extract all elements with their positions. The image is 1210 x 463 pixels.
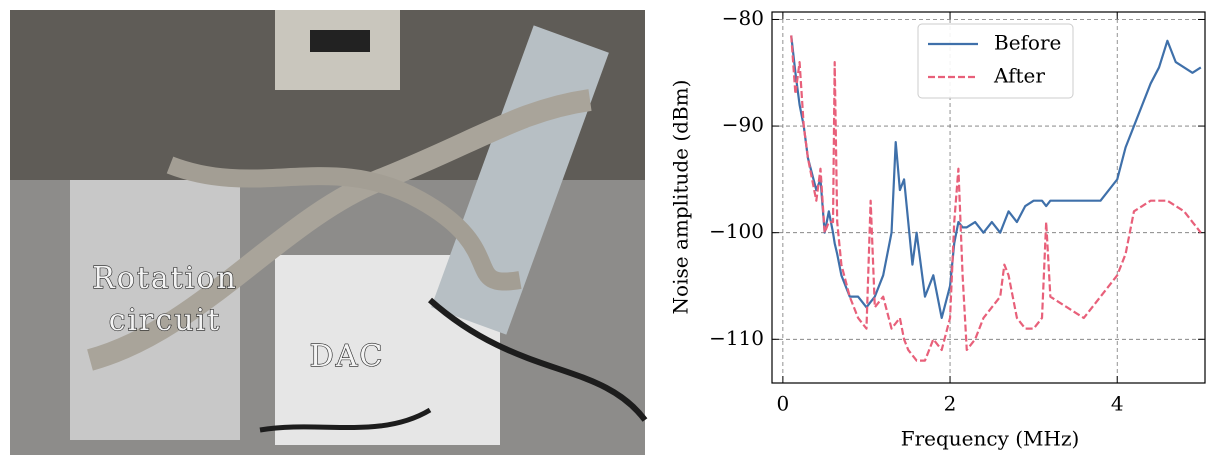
legend-box <box>917 23 1074 99</box>
legend-label: Before <box>994 31 1061 55</box>
x-tick-label: 4 <box>1111 392 1124 416</box>
photo-label: Rotation <box>92 261 238 296</box>
photo: Rotation circuit DAC <box>10 10 648 455</box>
y-tick-label: −90 <box>722 113 764 137</box>
wire <box>428 297 648 422</box>
x-tick-label: 2 <box>944 392 957 416</box>
y-axis-label: Noise amplitude (dBm) <box>669 80 693 315</box>
y-tick-label: −80 <box>722 6 764 30</box>
rotation-box <box>70 180 240 440</box>
photo-label: circuit <box>109 303 222 338</box>
legend-label: After <box>993 64 1045 88</box>
plot-frame <box>771 11 1206 384</box>
photo-label: DAC <box>310 339 385 374</box>
x-tick-label: 0 <box>776 392 789 416</box>
cable <box>166 156 522 291</box>
data-line <box>790 35 1202 362</box>
y-tick-label: −100 <box>709 219 764 243</box>
display <box>310 30 370 52</box>
y-tick-label: −110 <box>709 326 764 350</box>
wire <box>259 407 432 433</box>
data-line <box>790 35 1202 320</box>
x-axis-label: Frequency (MHz) <box>901 427 1080 451</box>
